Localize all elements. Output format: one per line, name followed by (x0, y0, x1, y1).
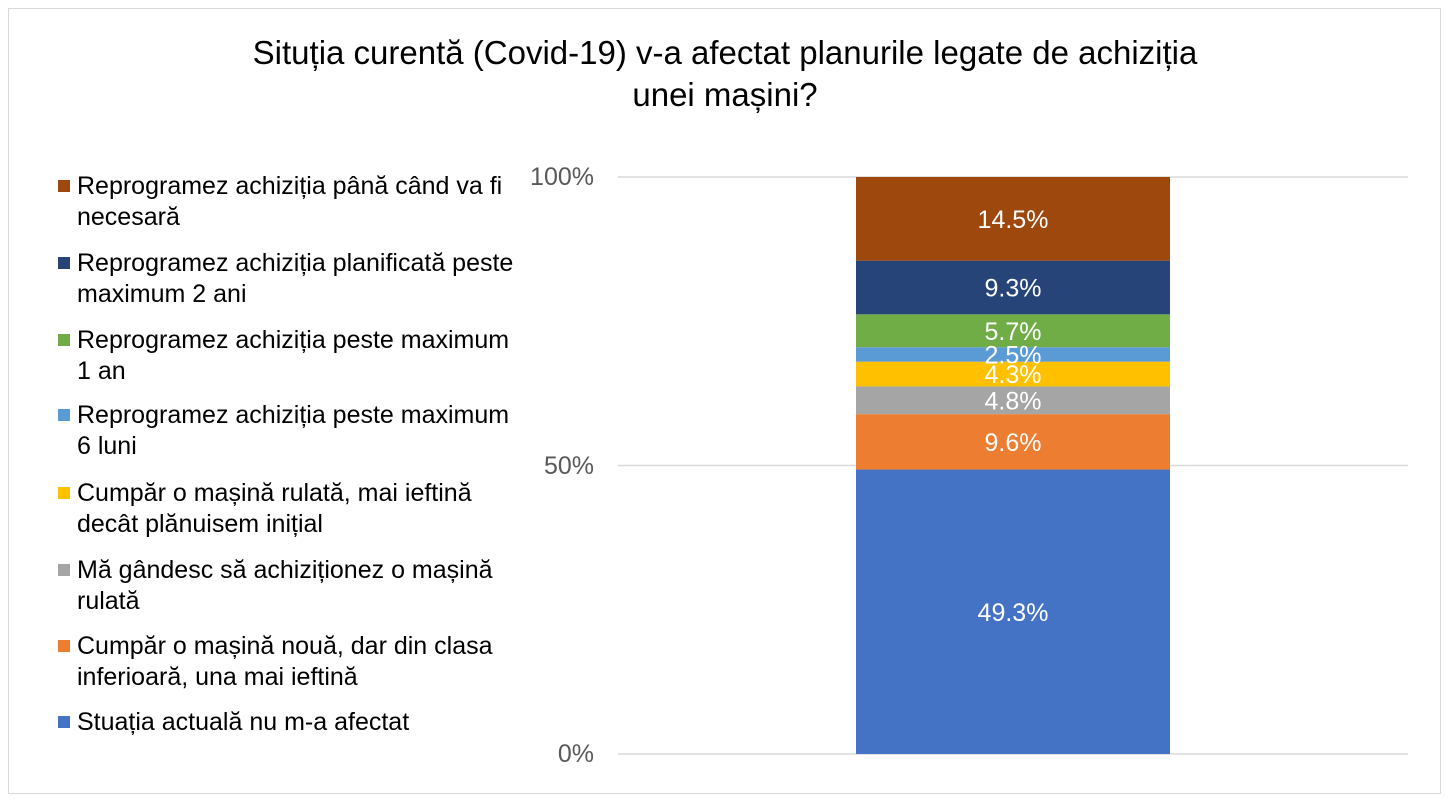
legend-label: Mă gândesc să achiziționez o mașină rula… (77, 556, 493, 615)
bar-segment-3 (856, 361, 1170, 387)
legend-swatch-icon (58, 180, 70, 192)
bar-segment-4 (856, 347, 1170, 362)
data-label-5: 5.7% (985, 318, 1042, 346)
bar-segment-5 (856, 314, 1170, 348)
legend-swatch-icon (58, 409, 70, 421)
legend-label: Reprogramez achiziția planificată peste … (77, 249, 514, 308)
bar-segment-0 (856, 469, 1170, 754)
legend-item-7: Reprogramez achiziția până când va fi ne… (58, 171, 518, 233)
bar-segment-2 (856, 386, 1170, 415)
chart-area (8, 8, 1441, 794)
legend-swatch-icon (58, 487, 70, 499)
legend-item-5: Reprogramez achiziția peste maximum 1 an (58, 325, 518, 387)
y-tick-label-100: 100% (530, 163, 594, 191)
legend-label: Reprogramez achiziția până când va fi ne… (77, 172, 503, 231)
legend-item-4: Reprogramez achiziția peste maximum 6 lu… (58, 400, 518, 462)
legend-label: Cumpăr o mașină nouă, dar din clasa infe… (77, 632, 493, 691)
legend-item-3: Cumpăr o mașină rulată, mai ieftină decâ… (58, 478, 518, 540)
data-label-2: 4.8% (985, 387, 1042, 415)
chart-title: Situția curentă (Covid-19) v-a afectat p… (150, 32, 1300, 116)
legend-swatch-icon (58, 640, 70, 652)
legend-item-2: Mă gândesc să achiziționez o mașină rula… (58, 555, 518, 617)
chart-title-line-1: Situția curentă (Covid-19) v-a afectat p… (252, 34, 1198, 71)
data-label-0: 49.3% (978, 599, 1049, 627)
data-label-1: 9.6% (985, 429, 1042, 457)
legend-swatch-icon (58, 564, 70, 576)
legend-label: Reprogramez achiziția peste maximum 1 an (77, 326, 510, 385)
legend-label: Cumpăr o mașină rulată, mai ieftină decâ… (77, 479, 472, 538)
legend-item-0: Stuația actuală nu m-a afectat (58, 707, 518, 738)
legend-item-1: Cumpăr o mașină nouă, dar din clasa infe… (58, 631, 518, 693)
bar-segment-1 (856, 414, 1170, 470)
legend-swatch-icon (58, 334, 70, 346)
data-label-7: 14.5% (978, 206, 1049, 234)
legend-item-6: Reprogramez achiziția planificată peste … (58, 248, 518, 310)
chart-title-line-2: unei mașini? (632, 76, 818, 113)
y-tick-label-0: 0% (557, 740, 594, 768)
y-tick-label-50: 50% (543, 452, 594, 480)
bar-segment-6 (856, 260, 1170, 315)
legend-swatch-icon (58, 257, 70, 269)
data-label-6: 9.3% (985, 274, 1042, 302)
data-label-4: 2.5% (985, 341, 1042, 369)
legend-label: Reprogramez achiziția peste maximum 6 lu… (77, 401, 510, 460)
bar-segment-7 (856, 177, 1170, 261)
legend-swatch-icon (58, 716, 70, 728)
legend-label: Stuația actuală nu m-a afectat (77, 708, 410, 736)
data-label-3: 4.3% (985, 361, 1042, 389)
